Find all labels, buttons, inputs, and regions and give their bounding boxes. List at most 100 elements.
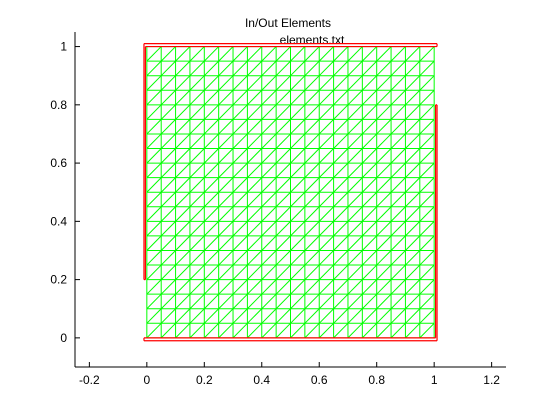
mesh-diagonal <box>203 191 220 208</box>
mesh-diagonal <box>361 264 378 280</box>
mesh-diagonal <box>318 191 334 208</box>
mesh-diagonal <box>405 75 421 91</box>
mesh-diagonal <box>175 148 191 164</box>
mesh-diagonal <box>376 308 392 324</box>
mesh-diagonal <box>247 220 263 237</box>
mesh-diagonal <box>390 293 406 310</box>
mesh-diagonal <box>333 75 349 91</box>
mesh-diagonal <box>347 250 363 266</box>
mesh-diagonal <box>390 235 406 251</box>
mesh-diagonal <box>189 308 205 324</box>
mesh-diagonal <box>347 119 363 135</box>
mesh-diagonal <box>203 322 220 339</box>
mesh-diagonal <box>247 235 263 251</box>
mesh-diagonal <box>203 119 220 135</box>
mesh-diagonal <box>405 119 421 135</box>
mesh-diagonal <box>361 206 378 222</box>
mesh-diagonal <box>333 60 349 77</box>
mesh-diagonal <box>160 75 176 91</box>
mesh-diagonal <box>333 293 349 310</box>
mesh-diagonal <box>347 46 363 62</box>
mesh-diagonal <box>390 206 406 222</box>
mesh-diagonal <box>232 220 248 237</box>
mesh-diagonal <box>247 308 263 324</box>
mesh-diagonal <box>304 293 320 310</box>
mesh-diagonal <box>189 133 205 149</box>
mesh-diagonal <box>333 177 349 193</box>
mesh-diagonal <box>218 250 234 266</box>
mesh-diagonal <box>232 250 248 266</box>
mesh-diagonal <box>390 250 406 266</box>
mesh-diagonal <box>218 308 234 324</box>
mesh-diagonal <box>361 60 378 77</box>
mesh-diagonal <box>347 235 363 251</box>
mesh-diagonal <box>318 162 334 179</box>
mesh-diagonal <box>218 46 234 62</box>
mesh-diagonal <box>405 264 421 280</box>
mesh-diagonal <box>146 220 162 237</box>
mesh-diagonal <box>275 206 291 222</box>
mesh-diagonal <box>290 104 306 120</box>
mesh-diagonal <box>160 162 176 179</box>
mesh-diagonal <box>146 104 162 120</box>
mesh-diagonal <box>290 235 306 251</box>
mesh-diagonal <box>175 220 191 237</box>
mesh-diagonal <box>247 177 263 193</box>
mesh-diagonal <box>247 162 263 179</box>
mesh-diagonal <box>160 293 176 310</box>
mesh-diagonal <box>405 162 421 179</box>
mesh-diagonal <box>419 60 435 77</box>
mesh-diagonal <box>146 162 162 179</box>
mesh-diagonal <box>419 177 435 193</box>
y-tick-label: 0.8 <box>50 98 67 112</box>
mesh-diagonal <box>203 279 220 295</box>
mesh-diagonal <box>175 119 191 135</box>
mesh-diagonal <box>376 75 392 91</box>
mesh-diagonal <box>419 119 435 135</box>
mesh-diagonal <box>175 322 191 339</box>
mesh-diagonal <box>347 220 363 237</box>
mesh-diagonal <box>333 133 349 149</box>
mesh-diagonal <box>419 206 435 222</box>
mesh-diagonal <box>376 206 392 222</box>
mesh-diagonal <box>390 148 406 164</box>
mesh-diagonal <box>203 264 220 280</box>
mesh-diagonal <box>261 60 277 77</box>
mesh-diagonal <box>390 177 406 193</box>
mesh-diagonal <box>405 60 421 77</box>
mesh-diagonal <box>390 133 406 149</box>
mesh-diagonal <box>318 104 334 120</box>
mesh-diagonal <box>218 206 234 222</box>
mesh-diagonal <box>361 191 378 208</box>
mesh-diagonal <box>376 104 392 120</box>
mesh-diagonal <box>275 250 291 266</box>
mesh-diagonal <box>247 75 263 91</box>
mesh-diagonal <box>203 89 220 106</box>
mesh-diagonal <box>347 206 363 222</box>
mesh-diagonal <box>318 46 334 62</box>
mesh-diagonal <box>318 60 334 77</box>
mesh-diagonal <box>175 46 191 62</box>
mesh-diagonal <box>232 133 248 149</box>
mesh-diagonal <box>290 89 306 106</box>
mesh-diagonal <box>347 308 363 324</box>
mesh-diagonal <box>361 250 378 266</box>
mesh-diagonal <box>261 191 277 208</box>
mesh-diagonal <box>232 206 248 222</box>
mesh-diagonal <box>390 279 406 295</box>
mesh-layer <box>146 46 435 339</box>
mesh-diagonal <box>361 322 378 339</box>
mesh-diagonal <box>304 308 320 324</box>
mesh-diagonal <box>189 206 205 222</box>
mesh-diagonal <box>347 177 363 193</box>
mesh-diagonal <box>304 46 320 62</box>
mesh-diagonal <box>247 60 263 77</box>
mesh-diagonal <box>333 279 349 295</box>
mesh-diagonal <box>232 191 248 208</box>
mesh-diagonal <box>175 162 191 179</box>
mesh-diagonal <box>189 322 205 339</box>
mesh-diagonal <box>146 119 162 135</box>
mesh-diagonal <box>160 264 176 280</box>
mesh-diagonal <box>189 162 205 179</box>
mesh-diagonal <box>275 177 291 193</box>
